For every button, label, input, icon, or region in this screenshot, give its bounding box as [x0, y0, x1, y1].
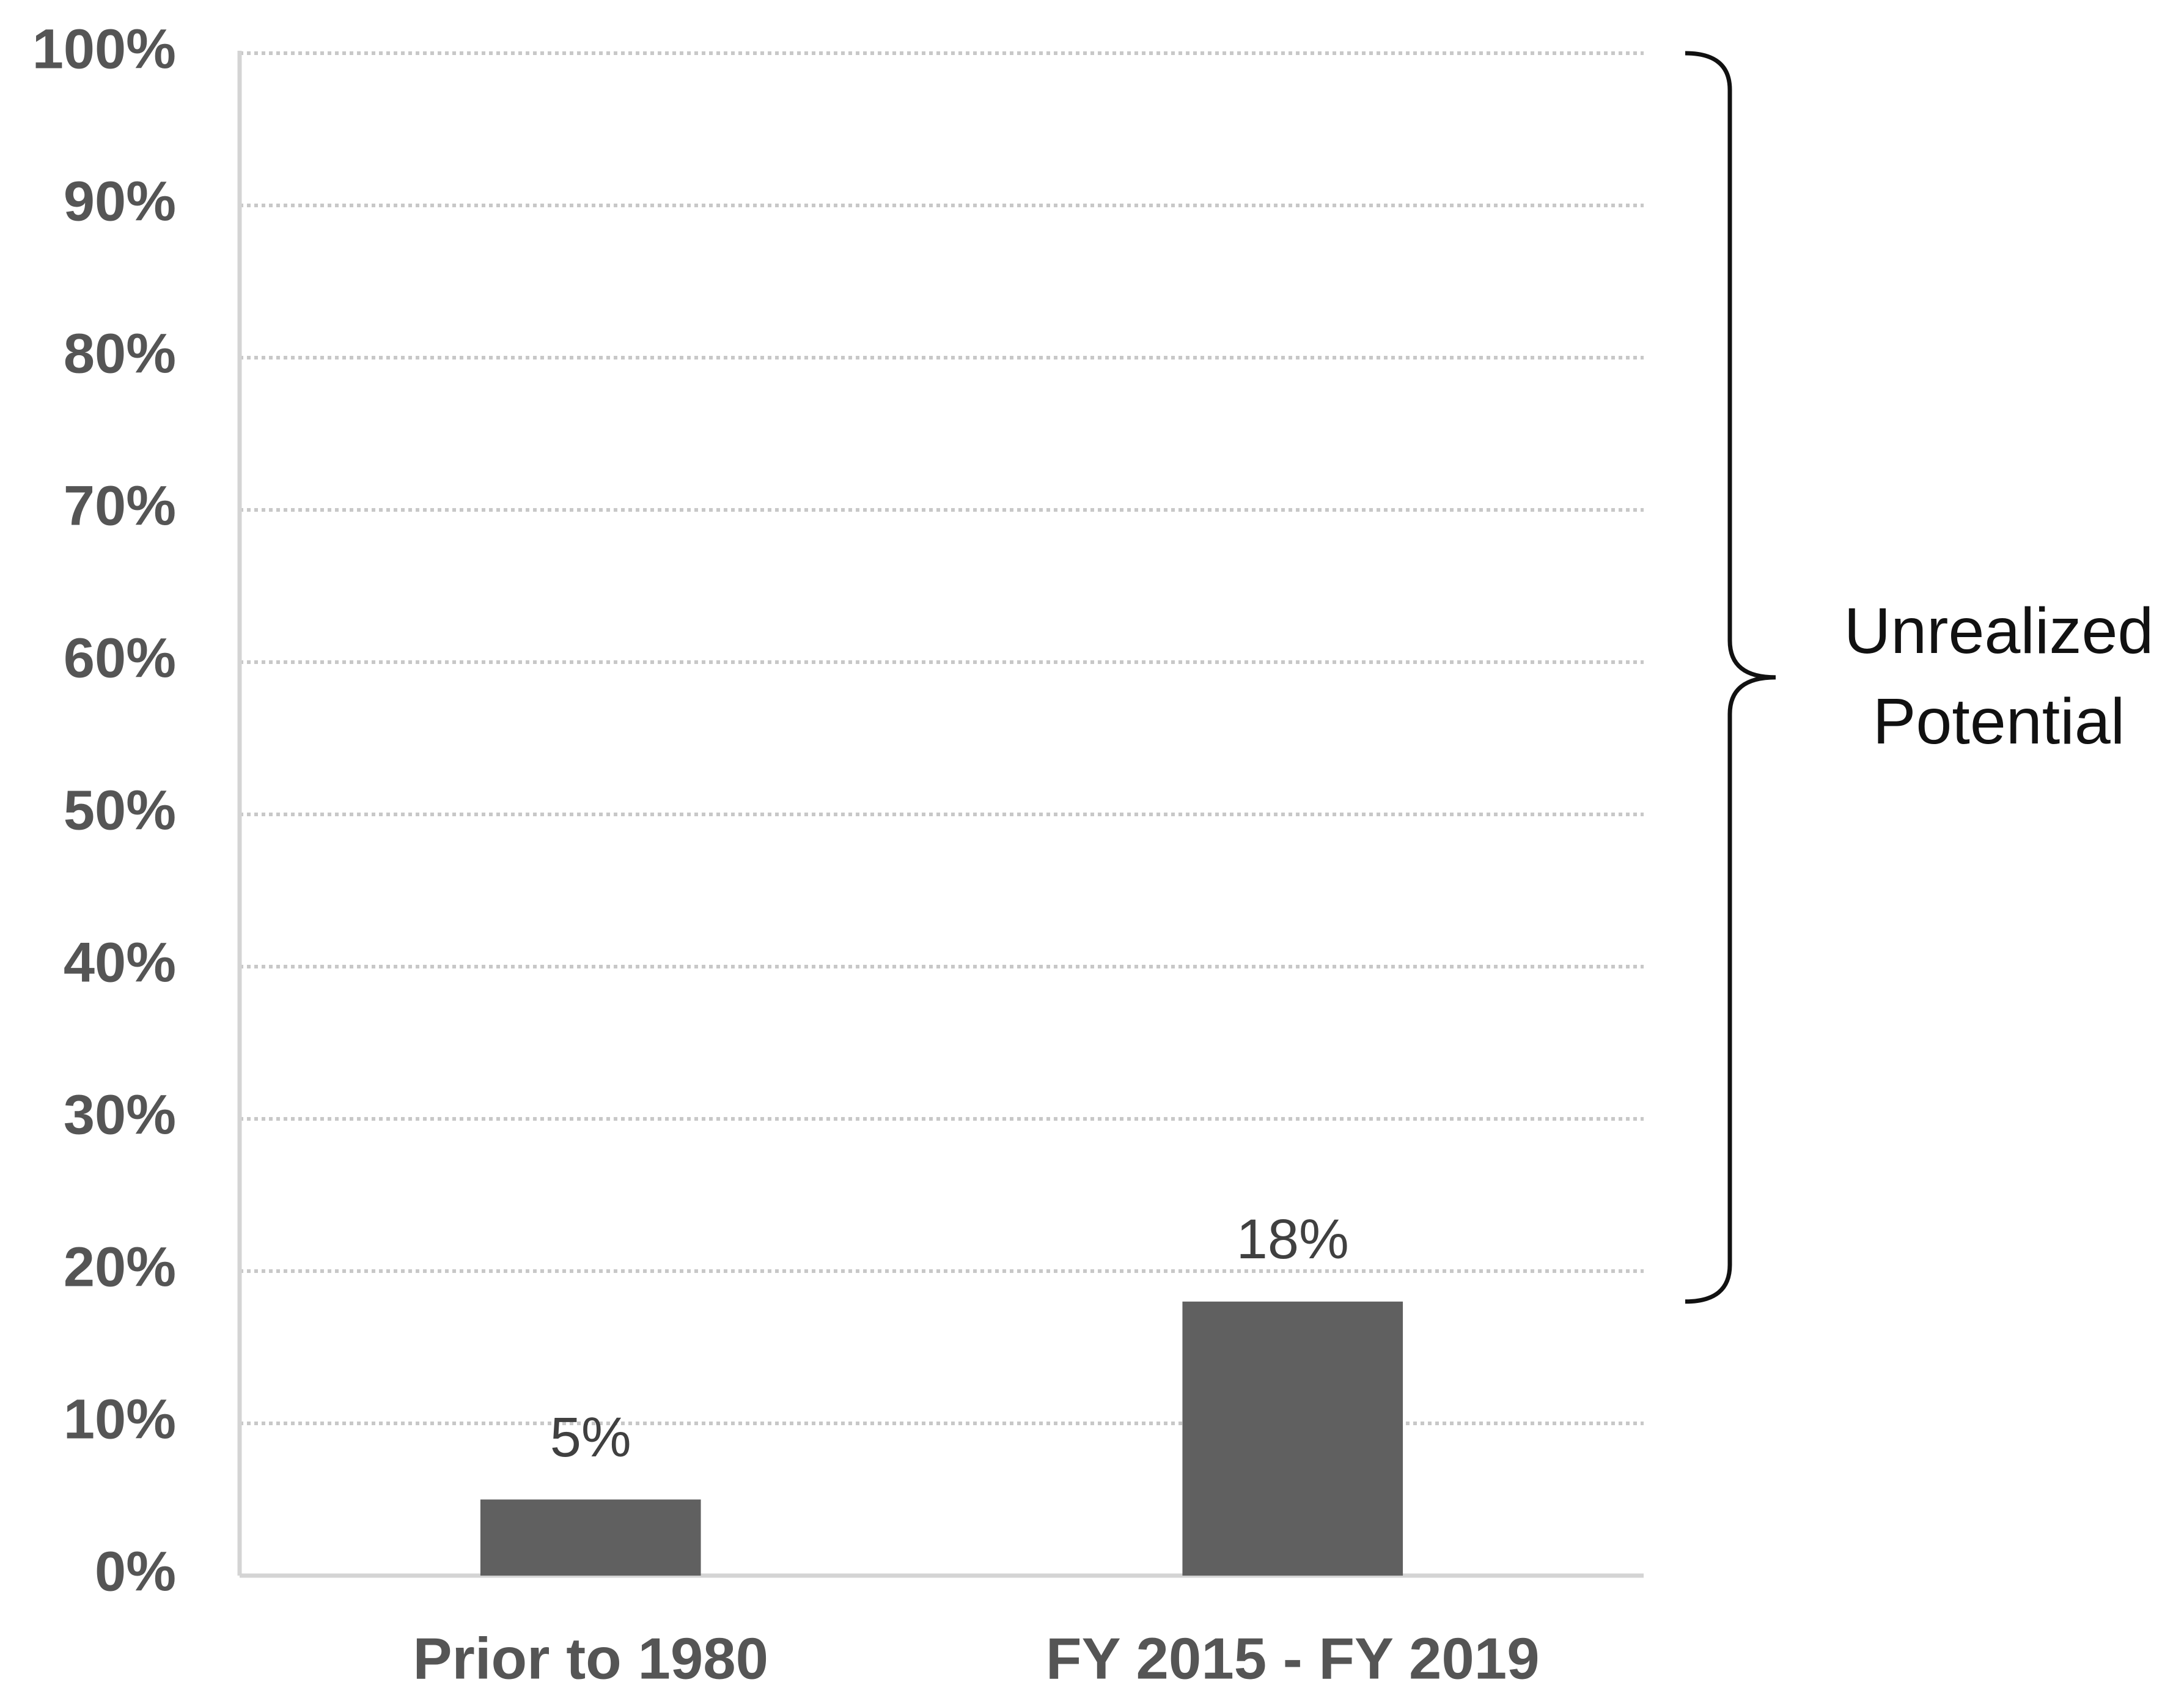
y-tick-label: 70% — [64, 474, 176, 537]
annotation: Unrealized — [1844, 595, 2154, 667]
y-tick-label: 50% — [64, 779, 176, 841]
y-tick-label: 0% — [95, 1540, 176, 1603]
y-tick-label: 80% — [64, 322, 176, 385]
y-tick-label: 30% — [64, 1083, 176, 1146]
y-tick-label: 20% — [64, 1236, 176, 1298]
y-tick-label: 100% — [32, 18, 176, 80]
x-tick-label: Prior to 1980 — [413, 1626, 768, 1691]
y-tick-label: 60% — [64, 627, 176, 689]
y-tick-label: 10% — [64, 1388, 176, 1450]
bar — [480, 1499, 701, 1576]
value-label: 5% — [550, 1406, 631, 1469]
brace — [1685, 51, 1776, 1304]
annotation: Potential — [1873, 685, 2125, 758]
value-label: 18% — [1237, 1208, 1349, 1271]
y-tick-label: 40% — [64, 931, 176, 994]
x-tick-label: FY 2015 - FY 2019 — [1046, 1626, 1540, 1691]
bar — [1182, 1301, 1403, 1576]
y-tick-label: 90% — [64, 170, 176, 232]
